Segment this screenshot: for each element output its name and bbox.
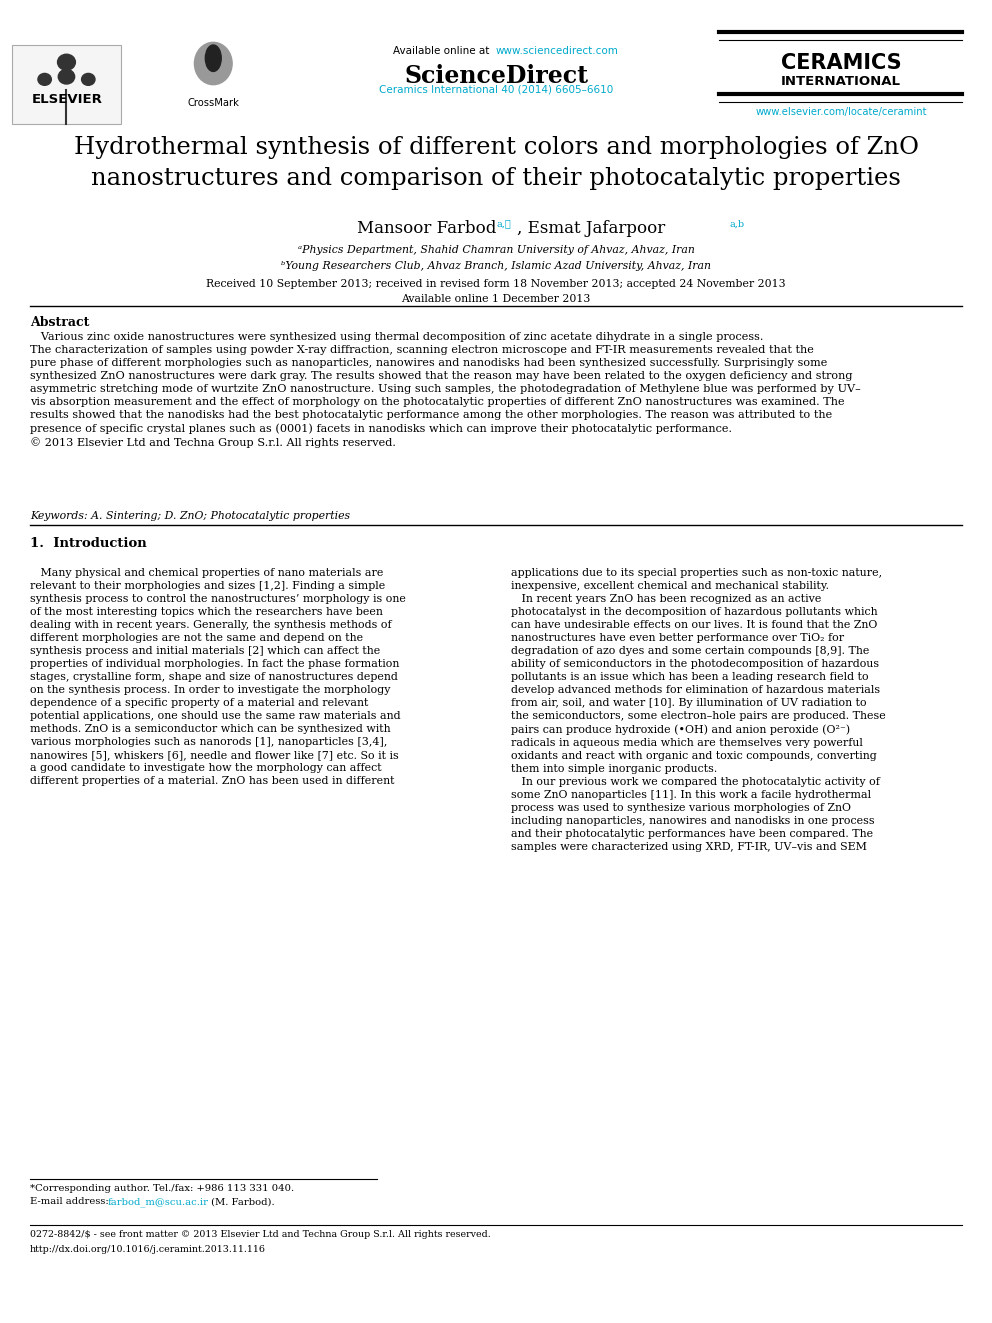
Text: http://dx.doi.org/10.1016/j.ceramint.2013.11.116: http://dx.doi.org/10.1016/j.ceramint.201…	[30, 1245, 266, 1254]
Text: www.elsevier.com/locate/ceramint: www.elsevier.com/locate/ceramint	[756, 107, 927, 118]
Text: Hydrothermal synthesis of different colors and morphologies of ZnO
nanostructure: Hydrothermal synthesis of different colo…	[73, 136, 919, 191]
Text: Available online at: Available online at	[394, 46, 493, 57]
Text: 1.  Introduction: 1. Introduction	[30, 537, 147, 550]
Text: INTERNATIONAL: INTERNATIONAL	[782, 75, 901, 89]
Text: farbod_m@scu.ac.ir: farbod_m@scu.ac.ir	[107, 1197, 208, 1207]
Ellipse shape	[59, 70, 74, 85]
Text: Many physical and chemical properties of nano materials are
relevant to their mo: Many physical and chemical properties of…	[30, 568, 406, 786]
Text: , Esmat Jafarpoor: , Esmat Jafarpoor	[517, 220, 665, 237]
Text: *Corresponding author. Tel./fax: +986 113 331 040.: *Corresponding author. Tel./fax: +986 11…	[30, 1184, 294, 1193]
Text: a,b: a,b	[729, 220, 744, 229]
Text: (M. Farbod).: (M. Farbod).	[208, 1197, 275, 1207]
Text: ᵇYoung Researchers Club, Ahvaz Branch, Islamic Azad University, Ahvaz, Iran: ᵇYoung Researchers Club, Ahvaz Branch, I…	[281, 261, 711, 271]
Text: ELSEVIER: ELSEVIER	[32, 93, 103, 106]
Text: Abstract: Abstract	[30, 316, 89, 329]
Text: Received 10 September 2013; received in revised form 18 November 2013; accepted : Received 10 September 2013; received in …	[206, 279, 786, 290]
Text: ScienceDirect: ScienceDirect	[404, 64, 588, 87]
Text: applications due to its special properties such as non-toxic nature,
inexpensive: applications due to its special properti…	[511, 568, 886, 852]
Ellipse shape	[81, 73, 95, 86]
Text: ᵃPhysics Department, Shahid Chamran University of Ahvaz, Ahvaz, Iran: ᵃPhysics Department, Shahid Chamran Univ…	[298, 245, 694, 255]
Text: CERAMICS: CERAMICS	[781, 53, 902, 73]
Text: Available online 1 December 2013: Available online 1 December 2013	[402, 294, 590, 304]
Text: E-mail address:: E-mail address:	[30, 1197, 112, 1207]
Ellipse shape	[38, 73, 52, 86]
Text: Keywords: A. Sintering; D. ZnO; Photocatalytic properties: Keywords: A. Sintering; D. ZnO; Photocat…	[30, 511, 350, 521]
Text: www.sciencedirect.com: www.sciencedirect.com	[496, 46, 619, 57]
Ellipse shape	[58, 54, 75, 70]
Ellipse shape	[205, 45, 221, 71]
Text: Various zinc oxide nanostructures were synthesized using thermal decomposition o: Various zinc oxide nanostructures were s…	[30, 332, 860, 448]
Text: Ceramics International 40 (2014) 6605–6610: Ceramics International 40 (2014) 6605–66…	[379, 85, 613, 95]
Text: Mansoor Farbod: Mansoor Farbod	[357, 220, 496, 237]
Ellipse shape	[194, 42, 232, 85]
Text: a,⋆: a,⋆	[497, 220, 512, 229]
FancyBboxPatch shape	[12, 45, 121, 124]
Text: CrossMark: CrossMark	[187, 98, 239, 108]
Text: 0272-8842/$ - see front matter © 2013 Elsevier Ltd and Techna Group S.r.l. All r: 0272-8842/$ - see front matter © 2013 El…	[30, 1230, 490, 1240]
